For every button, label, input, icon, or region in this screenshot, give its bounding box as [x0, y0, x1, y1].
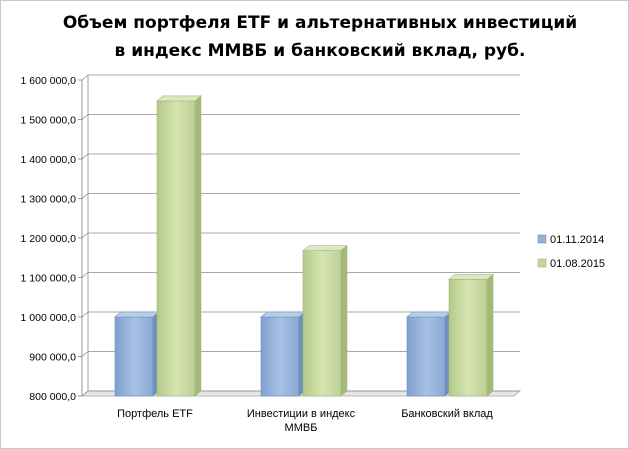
bar-01.11.2014-0 — [114, 316, 154, 397]
bar-01.08.2015-1 — [302, 250, 342, 397]
bar-side — [340, 244, 348, 397]
gridline-diag — [81, 232, 89, 239]
x-category-label: Портфель ETF — [117, 408, 193, 420]
y-tick-label: 1 300 000,0 — [21, 194, 77, 206]
y-tick-label: 1 200 000,0 — [21, 233, 77, 245]
chart-title: Объем портфеля ETF и альтернативных инве… — [40, 9, 600, 65]
y-tick-label: 1 100 000,0 — [21, 273, 77, 285]
y-tick-label: 1 600 000,0 — [21, 75, 77, 87]
bar-top — [114, 311, 160, 318]
gridline-diag — [81, 272, 89, 278]
gridline-diag — [81, 193, 89, 199]
chart-title-line-1: Объем портфеля ETF и альтернативных инве… — [62, 13, 578, 33]
bar-side — [194, 95, 202, 397]
gridline-diag — [81, 351, 89, 357]
y-tick-label: 900 000,0 — [29, 352, 76, 364]
y-tick-label: 800 000,0 — [29, 391, 76, 403]
chart-title-line-2: в индекс ММВБ и банковский вклад, руб. — [114, 41, 526, 61]
bar-top — [302, 245, 348, 251]
bar-01.08.2015-0 — [156, 100, 196, 397]
legend-swatch — [537, 258, 547, 268]
gridline-diag — [81, 153, 89, 160]
bar-01.11.2014-1 — [260, 316, 300, 397]
bar-top — [156, 95, 202, 102]
gridline-diag — [81, 390, 89, 397]
x-category-label: Банковский вклад — [401, 408, 493, 420]
y-tick-label: 1 400 000,0 — [21, 154, 77, 166]
bar-side — [486, 273, 494, 397]
y-tick-label: 1 500 000,0 — [21, 115, 77, 127]
legend-label: 01.11.2014 — [550, 234, 604, 246]
gridline-diag — [81, 311, 89, 318]
x-category-label: Инвестиции в индекс — [247, 408, 356, 420]
bar-01.11.2014-2 — [406, 316, 446, 397]
gridline-diag — [81, 114, 89, 120]
bar-top — [448, 274, 494, 280]
legend-label: 01.08.2015 — [550, 258, 605, 270]
bar-top — [406, 311, 452, 318]
y-tick-label: 1 000 000,0 — [21, 312, 77, 324]
legend-swatch — [537, 234, 547, 244]
bar-01.08.2015-2 — [448, 279, 488, 397]
x-category-label: ММВБ — [285, 422, 318, 434]
gridline-diag — [81, 74, 89, 81]
bar-top — [260, 311, 306, 318]
